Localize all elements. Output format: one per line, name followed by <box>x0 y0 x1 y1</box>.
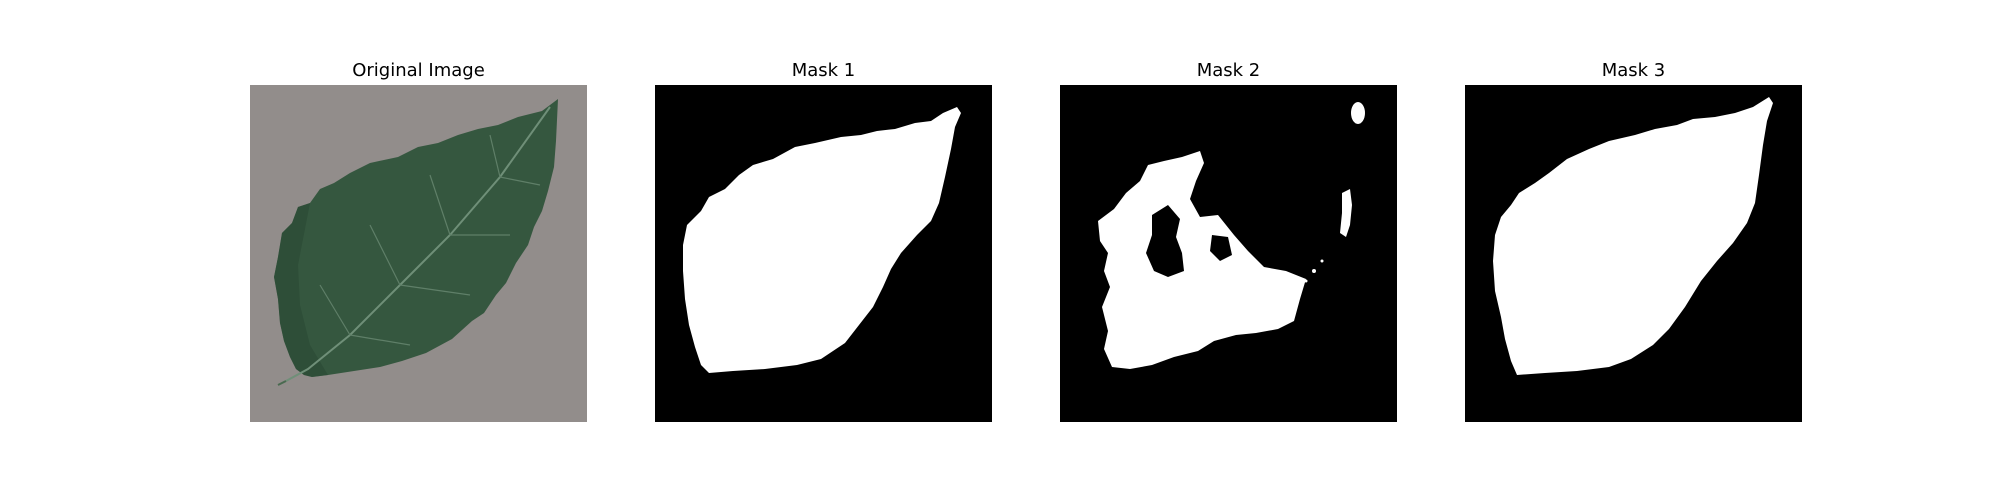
leaf-photo <box>250 85 587 422</box>
panel-title-mask-2: Mask 2 <box>1196 60 1261 81</box>
mask-1-panel <box>655 85 992 422</box>
original-image-panel <box>250 85 587 422</box>
panel-title-original-image: Original Image <box>352 60 485 81</box>
mask-3-image <box>1465 85 1802 422</box>
mask-2-image <box>1060 85 1397 422</box>
panel-title-mask-3: Mask 3 <box>1601 60 1666 81</box>
panel-title-mask-1: Mask 1 <box>791 60 856 81</box>
mask-1-image <box>655 85 992 422</box>
mask-3-panel <box>1465 85 1802 422</box>
mask-2-panel <box>1060 85 1397 422</box>
